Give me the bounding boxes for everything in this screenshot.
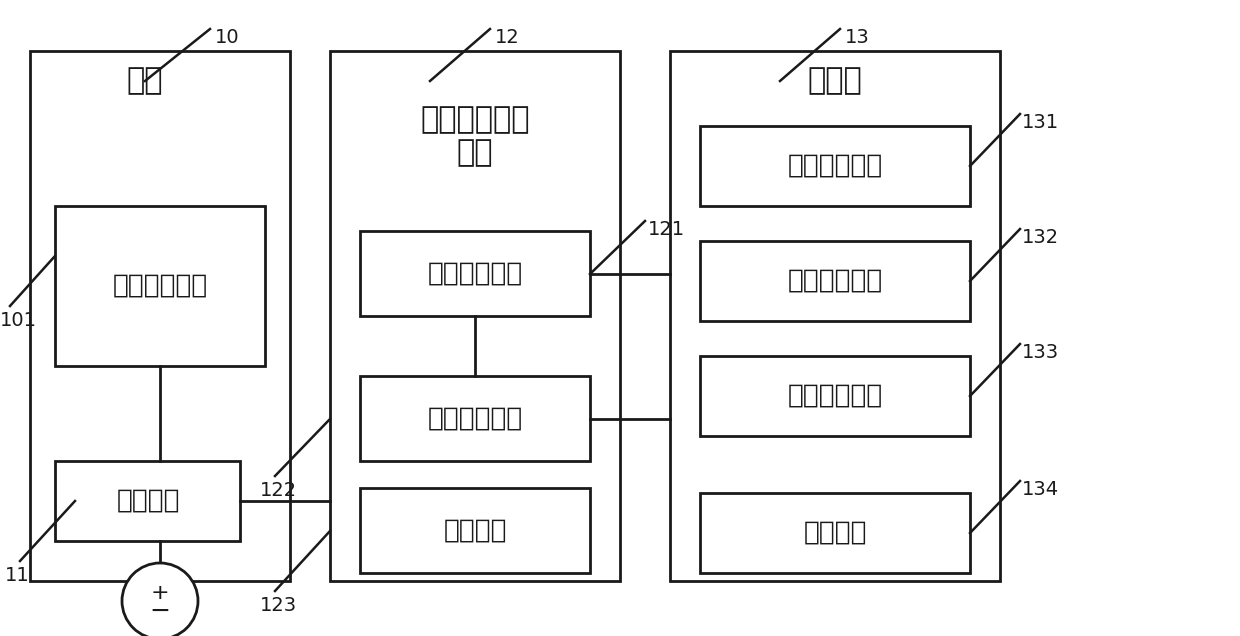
Bar <box>360 376 590 461</box>
Text: 缓存记录单元: 缓存记录单元 <box>787 268 883 294</box>
Text: 信号处理单元: 信号处理单元 <box>787 383 883 409</box>
Text: 译码判决单元: 译码判决单元 <box>428 406 522 432</box>
Text: 123: 123 <box>260 596 298 615</box>
Text: 132: 132 <box>1022 228 1059 247</box>
Text: 131: 131 <box>1022 113 1059 132</box>
Text: 121: 121 <box>649 220 686 239</box>
Text: 134: 134 <box>1022 480 1059 499</box>
Text: 11: 11 <box>5 566 30 585</box>
Bar <box>701 241 970 321</box>
Text: 执行单元: 执行单元 <box>804 520 867 546</box>
Text: +: + <box>151 583 170 603</box>
Bar <box>330 51 620 581</box>
Text: 12: 12 <box>495 28 520 47</box>
Text: 量子阱二极管: 量子阱二极管 <box>113 273 207 299</box>
Bar <box>55 206 265 366</box>
Circle shape <box>122 563 198 636</box>
Text: 单片机: 单片机 <box>807 67 862 95</box>
Bar <box>670 51 999 581</box>
Bar <box>701 126 970 206</box>
Bar <box>30 51 290 581</box>
Text: 122: 122 <box>260 481 298 500</box>
Text: 13: 13 <box>844 28 869 47</box>
Text: 101: 101 <box>0 311 37 330</box>
Text: −: − <box>150 599 171 623</box>
Text: 驱动单元: 驱动单元 <box>443 518 507 544</box>
Bar <box>360 488 590 573</box>
Bar <box>701 493 970 573</box>
Bar <box>360 231 590 316</box>
Text: 模式控制单元: 模式控制单元 <box>787 153 883 179</box>
Text: 数字开关: 数字开关 <box>117 488 180 514</box>
Bar <box>55 461 241 541</box>
Bar <box>701 356 970 436</box>
Text: 10: 10 <box>215 28 239 47</box>
Text: 模数转换单元: 模数转换单元 <box>428 261 522 287</box>
Text: 模数信号处理
模块: 模数信号处理 模块 <box>420 105 529 167</box>
Text: 133: 133 <box>1022 343 1059 362</box>
Text: 按键: 按键 <box>126 67 164 95</box>
